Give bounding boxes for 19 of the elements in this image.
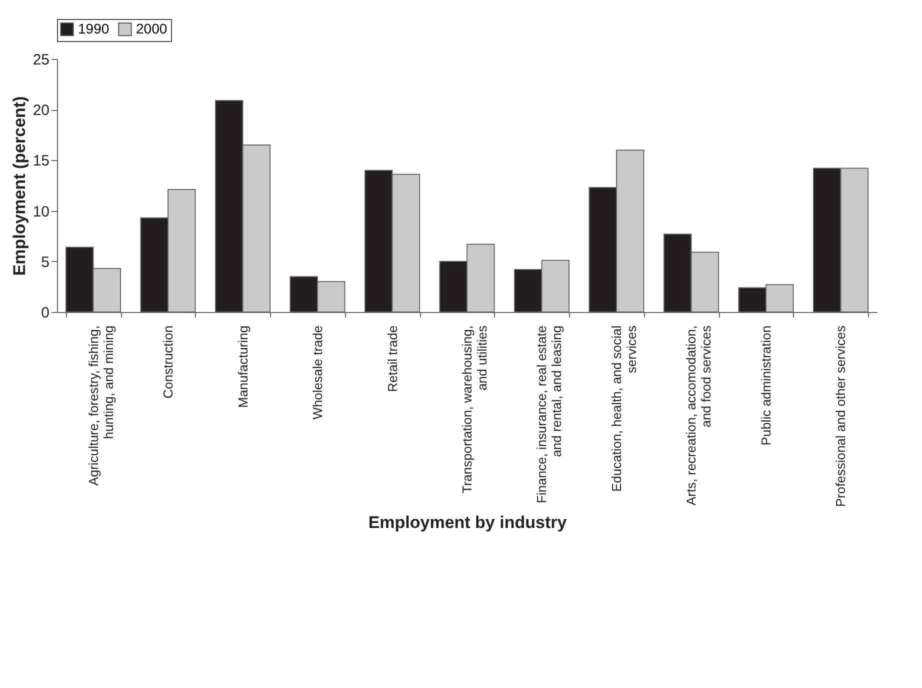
x-tick-label: Construction — [160, 326, 176, 398]
y-tick-label: 25 — [32, 52, 50, 68]
x-tick-label: Agriculture, forestry, fishing, hunting, and mining — [86, 326, 116, 486]
y-tick-label: 0 — [41, 304, 50, 322]
legend-label: 1990 — [78, 20, 110, 36]
x-tick-label: Wholesale trade — [310, 326, 325, 420]
x-tick-label: Education, health, and social services — [609, 325, 639, 492]
y-tick-label: 5 — [41, 254, 50, 271]
y-tick-label: 20 — [32, 102, 50, 120]
x-tick-label: Professional and other services — [833, 325, 848, 507]
legend-label: 2000 — [136, 20, 168, 36]
x-tick-label: Retail trade — [384, 326, 400, 392]
x-tick-label: Transportation, warehousing, and utilities — [460, 325, 490, 494]
x-axis-title: Employment by industry — [368, 512, 568, 532]
y-tick-label: 15 — [32, 152, 50, 170]
y-axis-title: Employment (percent) — [10, 96, 29, 276]
x-tick-label: Public administration — [758, 326, 774, 446]
x-tick-label: Manufacturing — [235, 326, 250, 408]
y-tick-label: 10 — [32, 203, 50, 220]
